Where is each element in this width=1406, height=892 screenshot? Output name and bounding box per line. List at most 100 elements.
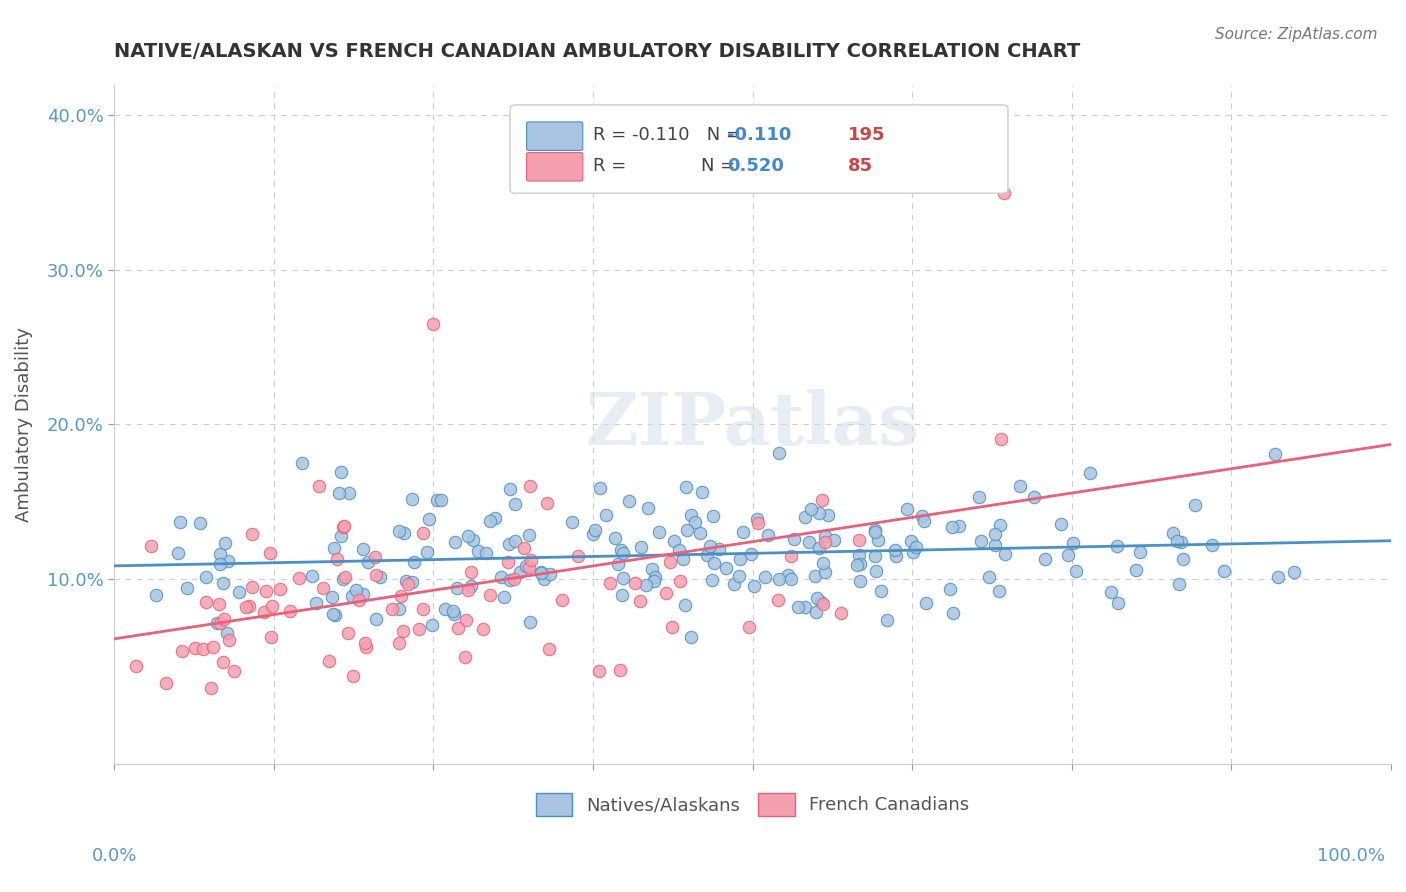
Point xyxy=(609,663,631,677)
Point xyxy=(278,604,301,618)
Point xyxy=(848,557,870,571)
Point xyxy=(215,626,238,640)
Point xyxy=(235,599,257,614)
Point xyxy=(607,558,630,572)
Point xyxy=(533,572,555,586)
Point xyxy=(675,523,697,537)
Point xyxy=(668,542,690,557)
Point xyxy=(863,525,886,540)
Point xyxy=(395,574,418,588)
Point xyxy=(1129,544,1152,558)
Point xyxy=(357,555,380,569)
Point xyxy=(588,664,610,678)
Text: Source: ZipAtlas.com: Source: ZipAtlas.com xyxy=(1215,27,1378,42)
Text: NATIVE/ALASKAN VS FRENCH CANADIAN AMBULATORY DISABILITY CORRELATION CHART: NATIVE/ALASKAN VS FRENCH CANADIAN AMBULA… xyxy=(114,42,1080,61)
Text: ZIPatlas: ZIPatlas xyxy=(585,389,920,459)
Point xyxy=(194,595,217,609)
Point xyxy=(1166,533,1188,548)
Point xyxy=(190,516,212,530)
Point xyxy=(415,545,437,559)
Point xyxy=(214,611,236,625)
Point xyxy=(441,604,464,618)
Point xyxy=(205,616,228,631)
Point xyxy=(352,587,374,601)
Point xyxy=(401,491,423,506)
Text: 195: 195 xyxy=(848,127,886,145)
Point xyxy=(776,568,799,582)
Point xyxy=(797,535,820,549)
Point xyxy=(211,655,233,669)
Point xyxy=(863,523,886,537)
Point xyxy=(643,574,665,588)
Point xyxy=(326,552,349,566)
Point xyxy=(804,605,827,619)
Point xyxy=(433,602,456,616)
Point xyxy=(636,578,658,592)
Point xyxy=(707,541,730,556)
Point xyxy=(318,654,340,668)
Point xyxy=(1010,479,1032,493)
Point xyxy=(811,493,834,508)
Point xyxy=(209,616,232,631)
Point xyxy=(884,549,907,564)
Point xyxy=(942,606,965,620)
Point xyxy=(388,602,411,616)
Point xyxy=(806,591,828,605)
Point xyxy=(443,607,465,621)
Point xyxy=(787,599,810,614)
Point xyxy=(641,562,664,576)
Point xyxy=(993,186,1015,200)
Point xyxy=(754,570,776,584)
Point xyxy=(478,589,501,603)
Point xyxy=(848,533,870,547)
Point xyxy=(388,636,411,650)
Point xyxy=(426,492,449,507)
Point xyxy=(519,479,541,493)
Point xyxy=(696,549,718,563)
Point xyxy=(780,549,803,563)
Point xyxy=(987,583,1010,598)
Point xyxy=(430,492,453,507)
Point xyxy=(519,615,541,630)
Point xyxy=(305,596,328,610)
Point xyxy=(538,641,561,656)
Point xyxy=(794,599,817,614)
Point xyxy=(259,630,281,644)
Point xyxy=(1056,548,1078,562)
Point xyxy=(352,542,374,557)
Point xyxy=(207,597,229,611)
Point xyxy=(337,486,360,500)
Point xyxy=(714,560,737,574)
Point xyxy=(454,650,477,665)
Point xyxy=(202,640,225,654)
Point xyxy=(690,484,713,499)
Point xyxy=(941,520,963,534)
Point xyxy=(567,549,589,563)
Point xyxy=(912,514,935,528)
Point xyxy=(301,568,323,582)
Point xyxy=(794,509,817,524)
Point xyxy=(530,566,553,580)
Point xyxy=(728,552,751,566)
Point xyxy=(948,519,970,533)
Point xyxy=(478,514,501,528)
Point xyxy=(865,564,887,578)
Point xyxy=(970,534,993,549)
Point xyxy=(456,613,478,627)
Point xyxy=(647,525,669,540)
Point xyxy=(340,589,363,603)
Point xyxy=(628,594,651,608)
Point xyxy=(905,540,928,554)
Point xyxy=(990,432,1012,446)
Point xyxy=(723,576,745,591)
Point xyxy=(332,518,354,533)
Text: R =             N =: R = N = xyxy=(593,157,741,175)
Point xyxy=(396,577,419,591)
Point xyxy=(900,534,922,549)
Point xyxy=(783,532,806,546)
Point xyxy=(498,482,520,496)
Point xyxy=(1099,585,1122,599)
Point xyxy=(328,485,350,500)
Point xyxy=(1264,447,1286,461)
Point xyxy=(342,669,364,683)
